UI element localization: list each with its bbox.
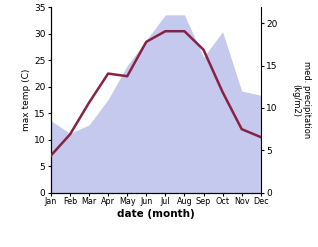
Y-axis label: med. precipitation
(kg/m2): med. precipitation (kg/m2) [292,62,311,139]
Y-axis label: max temp (C): max temp (C) [22,69,31,131]
X-axis label: date (month): date (month) [117,209,195,219]
